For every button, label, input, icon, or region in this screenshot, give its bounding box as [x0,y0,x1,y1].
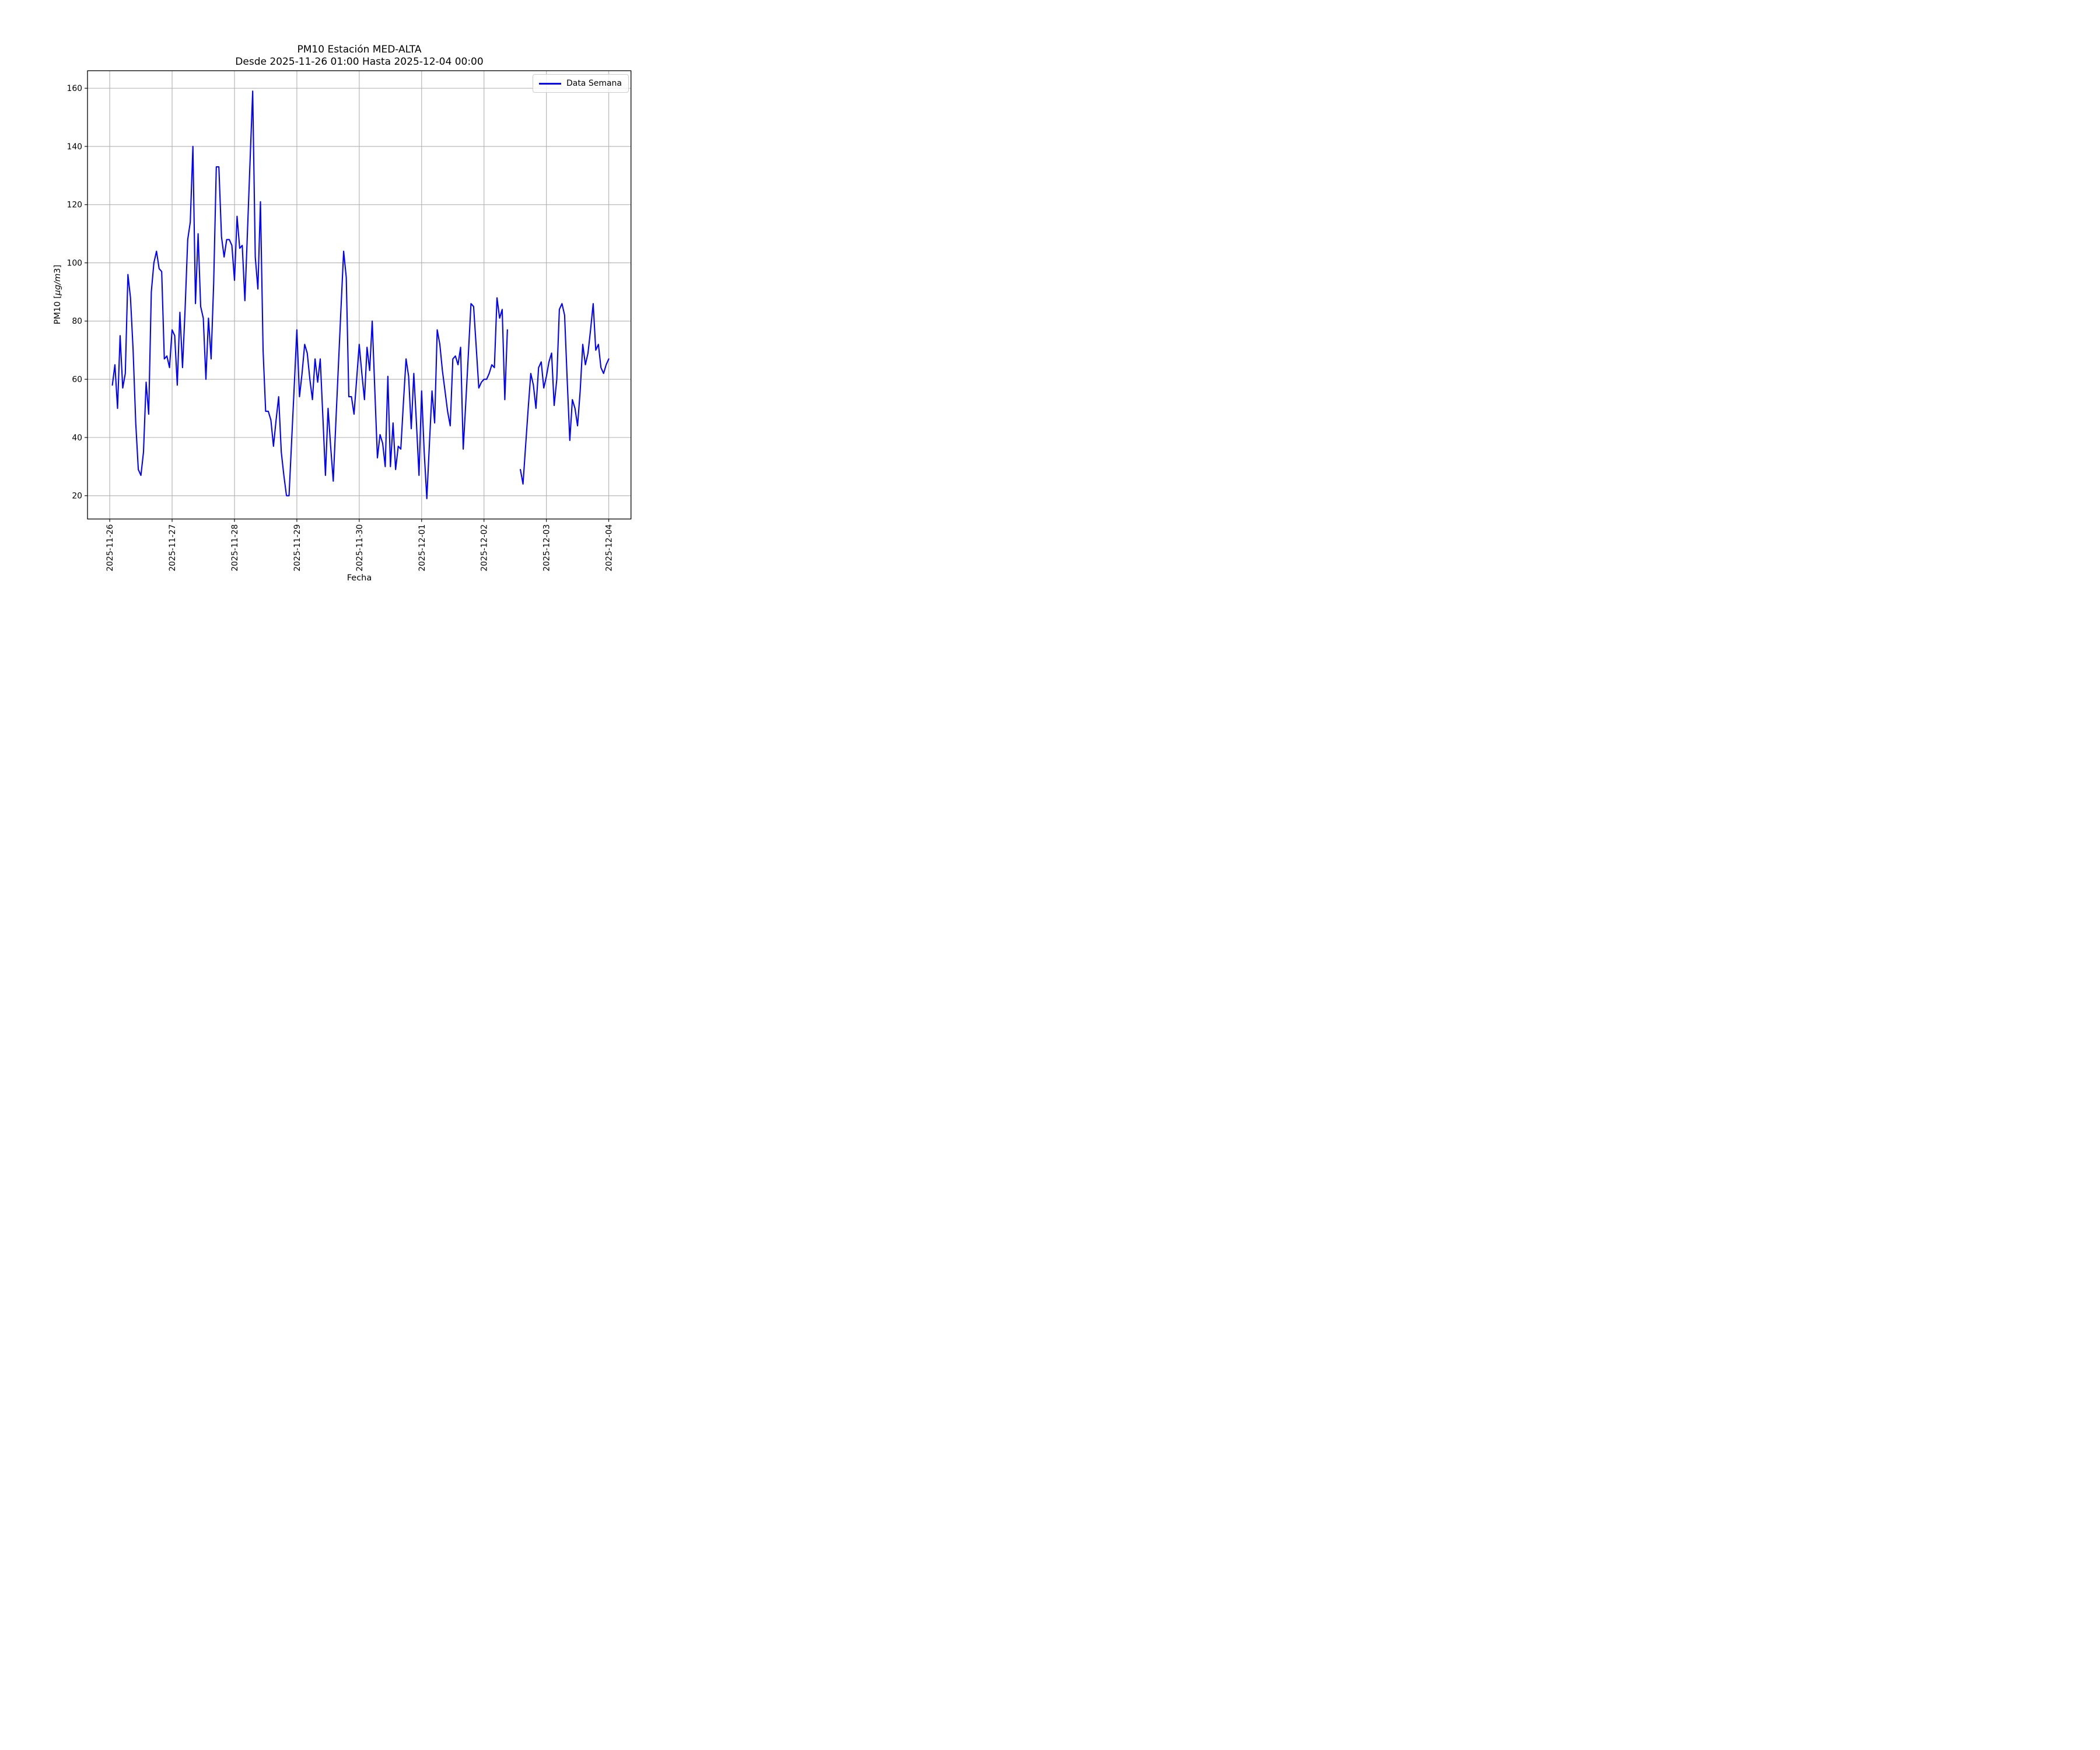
y-axis-label: PM10 [µg/m3] [53,265,62,324]
figure: 2025-11-26 2025-11-27 2025-11-28 2025-11-29… [0,0,700,583]
y-tick-label: 80 [72,317,82,326]
x-tick-label: 2025-12-02 [480,524,489,572]
chart-subtitle: Desde 2025-11-26 01:00 Hasta 2025-12-04 … [235,56,484,68]
x-tick-label: 2025-12-03 [542,524,552,572]
y-axis-label-digit: 3 [53,268,62,274]
chart-title: PM10 Estación MED-ALTA [297,44,422,55]
chart-canvas: 2025-11-26 2025-11-27 2025-11-28 2025-11-29… [0,0,700,583]
x-tick-label: 2025-11-30 [355,524,365,572]
legend-label: Data Semana [566,79,622,88]
x-tick-label: 2025-11-29 [293,524,302,572]
legend-line-sample [538,82,561,85]
y-axis-label-close: ] [53,264,62,268]
x-axis-label: Fecha [346,573,372,583]
y-tick-label: 20 [72,492,82,501]
y-tick-label: 40 [72,433,82,443]
data-line [111,90,508,499]
legend: Data Semana [532,74,629,93]
y-axis-label-units: µg/m [53,273,62,296]
y-axis-label-prefix: PM10 [ [53,295,62,325]
x-tick-label: 2025-12-04 [605,524,614,572]
data-line [520,303,610,485]
y-tick-label: 120 [66,201,82,210]
y-tick-label: 140 [66,142,82,152]
x-tick-label: 2025-11-26 [106,524,115,572]
x-tick-label: 2025-11-27 [168,524,177,572]
chart-title-block: PM10 Estación MED-ALTA Desde 2025-11-26 … [88,44,631,68]
chart-svg: 2025-11-26 2025-11-27 2025-11-28 2025-11-29… [66,70,632,572]
y-tick-label: 100 [66,258,82,268]
y-tick-label: 160 [66,84,82,93]
y-tick-label: 60 [72,375,82,384]
x-tick-label: 2025-11-28 [230,524,240,572]
x-tick-label: 2025-12-01 [418,524,427,572]
